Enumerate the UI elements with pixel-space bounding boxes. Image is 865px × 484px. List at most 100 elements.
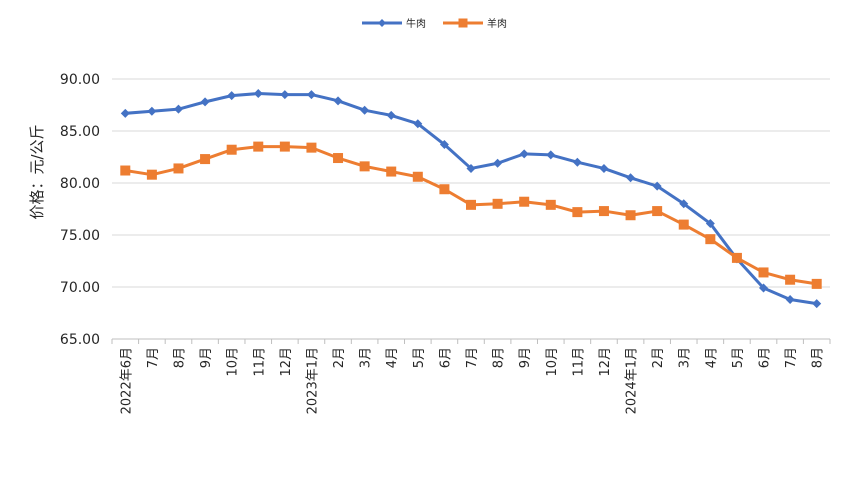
legend-marker [378,19,386,27]
data-point [466,199,476,210]
x-tick-label: 10月 [545,347,560,377]
data-point [120,108,130,118]
y-axis-label: 价格：元/公斤 [28,124,46,219]
x-tick-label: 2022年6月 [119,347,134,414]
data-point [546,150,556,160]
x-tick-label: 6月 [758,347,773,368]
x-tick-label: 6月 [438,347,453,368]
legend: 牛肉 羊肉 [362,17,507,30]
data-point [705,234,716,245]
data-point [466,163,476,173]
grid-lines [112,78,830,340]
x-tick-label: 11月 [252,347,267,377]
data-point [519,149,529,159]
data-point [811,278,822,289]
data-point [173,104,183,114]
data-point [678,219,689,230]
data-point [572,207,583,218]
data-point [226,144,237,155]
y-tick-label: 85.00 [60,124,100,140]
x-tick-label: 12月 [279,347,294,377]
data-point [147,106,157,116]
x-tick-label: 2024年1月 [625,347,640,414]
data-point [253,141,264,152]
data-point [386,166,397,177]
x-tick-label: 3月 [359,347,374,368]
x-tick-label: 7月 [146,347,161,368]
x-tick-label: 7月 [784,347,799,368]
x-tick-label: 2023年1月 [305,347,320,414]
data-point [146,169,157,180]
x-tick-label: 8月 [811,347,826,368]
y-tick-label: 70.00 [60,280,100,296]
data-point [333,153,344,164]
series-1 [120,89,822,309]
data-point [519,196,530,207]
data-point [412,171,423,182]
data-point [545,199,556,210]
x-tick-label: 2月 [651,347,666,368]
data-point [120,165,131,176]
data-point [386,110,396,120]
data-point [652,206,663,217]
x-tick-label: 12月 [598,347,613,377]
data-point [359,161,370,172]
legend-label: 羊肉 [487,17,507,30]
data-point [173,163,184,174]
x-tick-label: 8月 [492,347,507,368]
x-tick-label: 2月 [332,347,347,368]
data-point [492,198,503,209]
data-point [439,184,450,195]
y-tick-label: 65.00 [60,332,100,348]
data-point [360,105,370,115]
data-point [280,90,290,100]
data-point [731,252,742,263]
x-tick-label: 5月 [731,347,746,368]
data-point [413,119,423,129]
data-point [227,91,237,101]
data-point [599,163,609,173]
series-line [125,92,817,306]
data-point [785,294,795,304]
x-tick-label: 3月 [678,347,693,368]
x-tick-label: 4月 [385,347,400,368]
x-tick-label: 9月 [518,347,533,368]
legend-item: 牛肉 [362,17,426,30]
data-point [626,173,636,183]
data-point [306,90,316,100]
data-point [705,219,715,229]
x-tick-label: 9月 [199,347,214,368]
x-tick-label: 11月 [571,347,586,377]
data-point [785,274,796,285]
data-point [306,142,317,153]
data-point [572,157,582,167]
data-point [333,96,343,106]
x-tick-label: 7月 [465,347,480,368]
data-point [679,199,689,209]
x-tick-label: 8月 [172,347,187,368]
data-point [200,97,210,107]
data-point [493,158,503,168]
data-point [758,267,769,278]
data-point [625,210,636,221]
data-point [200,154,211,165]
y-tick-label: 75.00 [60,228,100,244]
legend-marker [458,18,468,28]
data-point [253,89,263,99]
x-axis: 2022年6月 7月 8月 9月 10月 11月 12月 2023年1月 2月 3月 4月 5月 6月 7… [111,339,831,414]
x-tick-label: 5月 [412,347,427,368]
legend-label: 牛肉 [406,17,426,30]
x-tick-label: 10月 [226,347,241,377]
data-point [439,140,449,150]
y-tick-label: 80.00 [60,176,100,192]
y-axis: 65.00 70.00 75.00 80.00 85.00 90.00 [60,72,100,348]
data-point [652,181,662,191]
series-lines [120,89,822,309]
legend-item: 羊肉 [443,17,507,30]
x-tick-label: 4月 [704,347,719,368]
data-point [598,206,609,217]
series-2 [120,141,822,289]
data-point [759,283,769,293]
